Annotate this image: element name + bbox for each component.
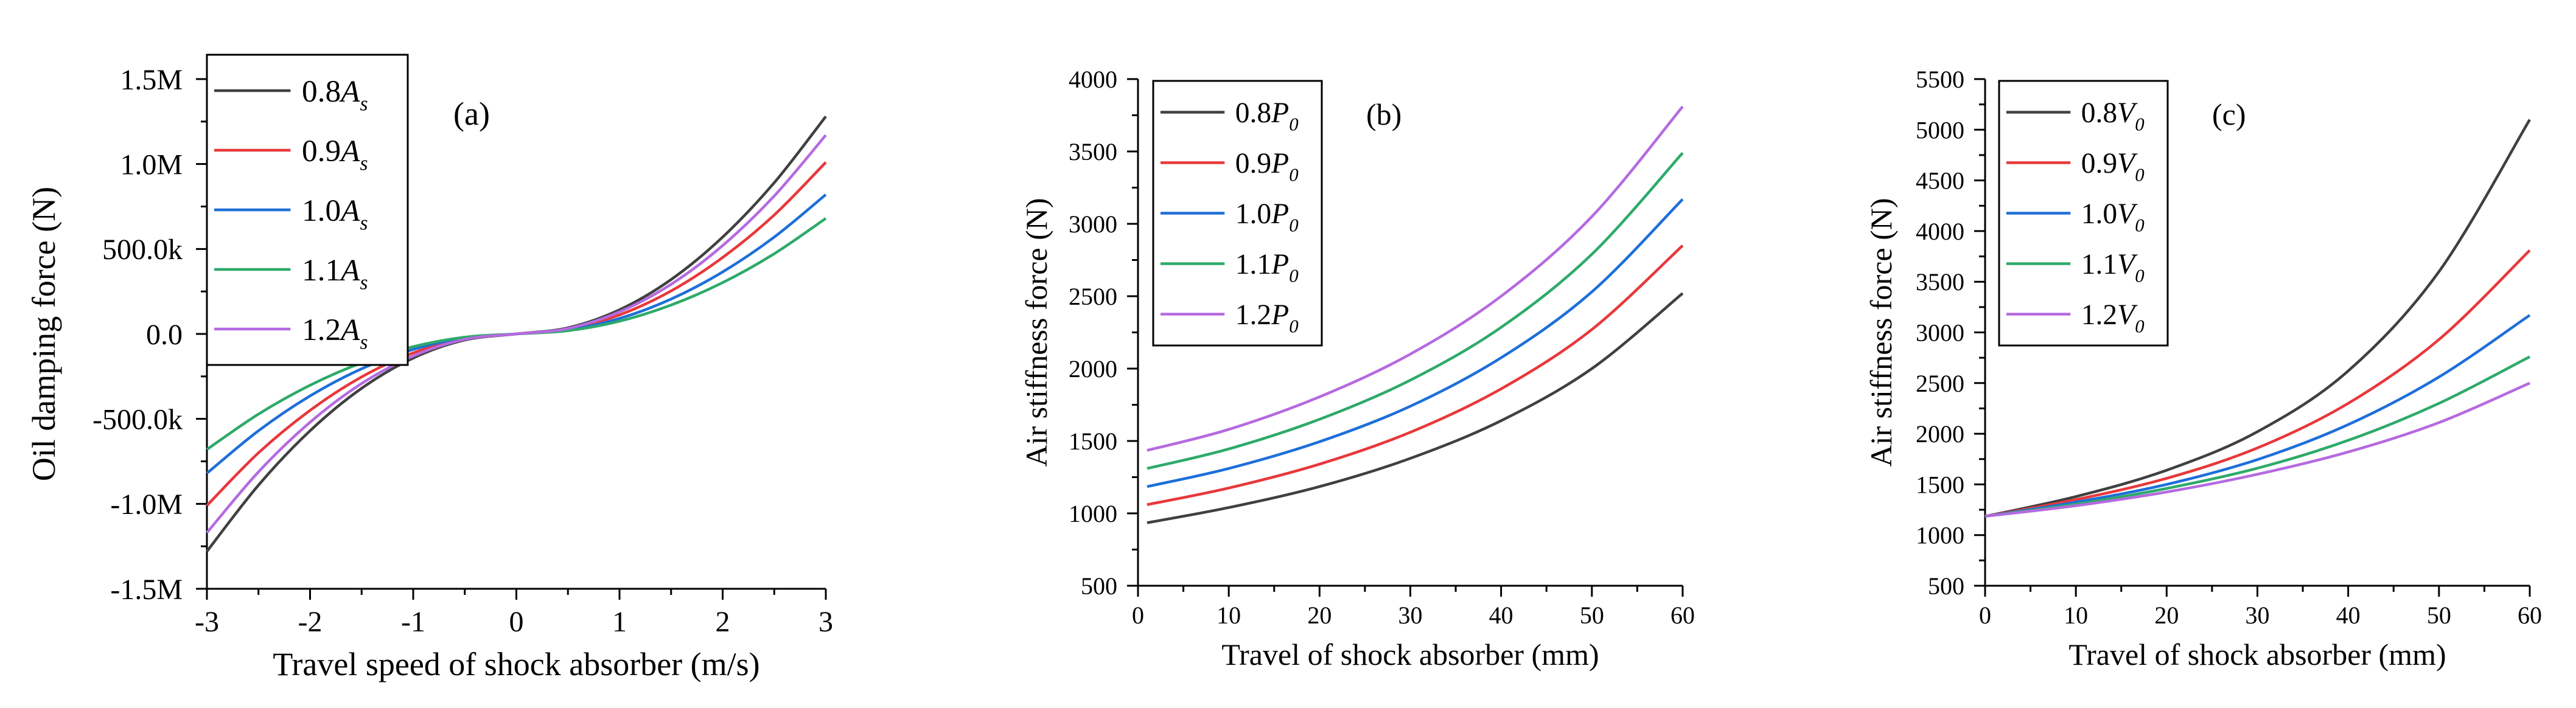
x-tick-label: 40: [1489, 602, 1513, 629]
x-tick-label: 3: [819, 606, 833, 638]
legend-entry: 1.2P0: [1235, 299, 1299, 336]
y-tick-label: 5500: [1916, 66, 1964, 93]
x-tick-label: 40: [2336, 602, 2361, 629]
series-line-2: [1984, 249, 2531, 518]
legend-entry: 1.1V0: [2081, 249, 2145, 286]
x-axis-title: Travel of shock absorber (mm): [2068, 637, 2446, 672]
y-tick-label: 500: [1081, 572, 1117, 600]
legend-entry: 1.1P0: [1235, 249, 1299, 286]
y-tick-label: 2500: [1069, 283, 1117, 310]
x-tick-label: 60: [2518, 602, 2542, 629]
legend: 0.8As 0.9As 1.0As 1.1As 1.2As: [206, 54, 409, 366]
y-axis-title: Air stiffness force (N): [1019, 198, 1053, 467]
x-tick-label: 0: [1132, 602, 1144, 629]
chart-panel-b: 0 10 20 30 40 50 60 500 1000 1500 2000 2500 3000 3500…: [1019, 66, 1695, 672]
y-tick-label: 4000: [1916, 218, 1964, 245]
y-tick-label: 1000: [1916, 522, 1964, 549]
legend-entry: 1.2V0: [2081, 299, 2145, 336]
series-line-1: [1984, 119, 2531, 518]
x-tick-label: -1: [401, 606, 425, 638]
legend-entry: 1.1As: [302, 253, 368, 294]
y-tick-label: 1500: [1069, 428, 1117, 455]
y-tick-label: 2000: [1069, 355, 1117, 383]
x-tick-label: 2: [716, 606, 730, 638]
series-line-5: [1147, 105, 1684, 452]
x-tick-label: 30: [1398, 602, 1423, 629]
y-tick-label: 2500: [1916, 370, 1964, 397]
x-tick-label: 10: [1216, 602, 1241, 629]
x-axis-title: Travel of shock absorber (mm): [1221, 637, 1599, 672]
x-axis-title: Travel speed of shock absorber (m/s): [273, 646, 759, 682]
x-tick-label: 30: [2246, 602, 2270, 629]
chart-panel-a: -3 -2 -1 0 1 2 3 -1.5M -1.0M -500.0k 0.0 500.0k 1.0M…: [26, 54, 833, 682]
series-line-4: [1147, 151, 1684, 470]
y-tick-label: 1.5M: [120, 64, 183, 96]
series-line-3: [1984, 314, 2531, 518]
legend: 0.8P0 0.9P0 1.0P0 1.1P0 1.2P0: [1152, 80, 1323, 347]
panel-label: (b): [1366, 97, 1401, 131]
x-tick-label: -2: [298, 606, 323, 638]
legend-entry: 1.2As: [302, 313, 368, 353]
series-line-4: [1984, 355, 2531, 518]
legend-box: [1998, 80, 2169, 347]
y-tick-label: 3000: [1916, 319, 1964, 347]
y-tick-label: -1.0M: [110, 488, 183, 521]
y-tick-label: 4000: [1069, 66, 1117, 93]
y-tick-label: 5000: [1916, 116, 1964, 144]
legend-entry: 0.8P0: [1235, 97, 1299, 134]
legend-entry: 1.0P0: [1235, 198, 1299, 235]
y-tick-label: 500: [1928, 572, 1964, 600]
y-tick-label: 2000: [1916, 420, 1964, 448]
legend-entry: 1.0As: [302, 193, 368, 234]
legend-entry: 0.8As: [302, 74, 368, 115]
y-tick-label: 500.0k: [102, 234, 183, 266]
x-tick-label: 0: [1979, 602, 1991, 629]
y-tick-label: -500.0k: [92, 403, 183, 436]
x-tick-label: -3: [195, 606, 219, 638]
x-tick-label: 60: [1670, 602, 1695, 629]
x-tick-label: 20: [1307, 602, 1332, 629]
panel-label: (c): [2212, 97, 2246, 131]
legend: 0.8V0 0.9V0 1.0V0 1.1V0 1.2V0: [1998, 80, 2169, 347]
y-tick-label: 4500: [1916, 167, 1964, 195]
series-line-2: [1147, 245, 1684, 506]
legend-entry: 0.8V0: [2081, 97, 2145, 134]
y-axis-title: Oil damping force (N): [26, 187, 62, 481]
y-tick-label: 1.0M: [120, 148, 183, 181]
y-tick-label: 3500: [1069, 138, 1117, 165]
x-tick-label: 10: [2064, 602, 2088, 629]
x-tick-label: 50: [2427, 602, 2451, 629]
panel-label: (a): [453, 95, 490, 132]
y-tick-label: 3500: [1916, 268, 1964, 296]
legend-entry: 0.9As: [302, 134, 368, 175]
y-tick-label: 1000: [1069, 500, 1117, 527]
series-line-5: [1984, 381, 2530, 518]
x-tick-label: 20: [2154, 602, 2179, 629]
series-line-5: [206, 134, 827, 534]
series-line-3: [1147, 198, 1684, 488]
y-axis-title: Air stiffness force (N): [1864, 198, 1898, 467]
chart-panel-c: 0 10 20 30 40 50 60 500 1000 1500 2000 2500 3000 3500…: [1864, 66, 2542, 672]
series-line-1: [1147, 292, 1684, 524]
y-tick-label: 0.0: [146, 319, 183, 351]
y-tick-label: -1.5M: [110, 574, 183, 606]
y-tick-label: 3000: [1069, 210, 1117, 238]
legend-entry: 1.0V0: [2081, 198, 2145, 235]
x-tick-label: 50: [1580, 602, 1604, 629]
x-tick-label: 0: [509, 606, 524, 638]
legend-entry: 0.9V0: [2081, 148, 2145, 185]
y-tick-label: 1500: [1916, 471, 1964, 498]
x-tick-label: 1: [612, 606, 627, 638]
legend-entry: 0.9P0: [1235, 148, 1299, 185]
